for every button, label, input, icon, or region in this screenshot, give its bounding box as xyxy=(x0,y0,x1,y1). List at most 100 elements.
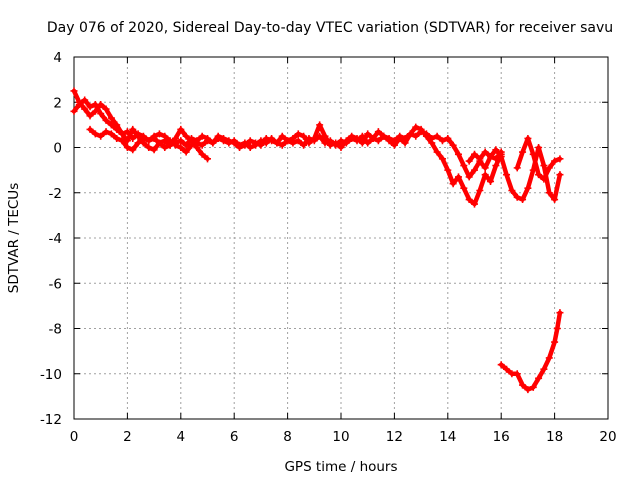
x-tick-label: 16 xyxy=(493,429,510,445)
series-track-e xyxy=(513,134,564,183)
data-point xyxy=(524,184,532,192)
data-point xyxy=(460,162,468,170)
data-point xyxy=(471,150,478,158)
x-tick-label: 4 xyxy=(177,429,186,445)
data-point xyxy=(385,137,393,145)
data-point xyxy=(177,125,185,133)
data-point xyxy=(380,132,388,140)
data-point xyxy=(321,132,329,140)
data-point xyxy=(161,144,169,151)
y-axis-label: SDTVAR / TECUs xyxy=(6,183,22,293)
data-point xyxy=(529,150,537,158)
data-point xyxy=(519,196,527,204)
data-point xyxy=(246,137,254,145)
data-point xyxy=(145,137,153,145)
data-point xyxy=(519,148,527,156)
y-tick-label: -2 xyxy=(49,186,62,202)
data-point xyxy=(278,141,286,149)
data-point xyxy=(481,164,489,172)
data-point xyxy=(102,105,110,113)
data-point xyxy=(187,141,195,149)
data-point xyxy=(513,164,521,172)
data-point xyxy=(236,144,244,151)
data-point xyxy=(294,137,302,145)
data-series xyxy=(70,87,564,394)
data-point xyxy=(123,144,131,151)
y-tick-label: -12 xyxy=(40,412,62,428)
data-point xyxy=(193,139,201,147)
data-point xyxy=(513,370,521,378)
data-point xyxy=(107,130,115,138)
data-point xyxy=(433,132,441,140)
data-point xyxy=(497,361,505,369)
data-point xyxy=(535,374,543,382)
series-track-d xyxy=(465,144,564,204)
data-point xyxy=(300,132,308,140)
data-point xyxy=(284,137,292,145)
data-point xyxy=(551,196,559,204)
data-point xyxy=(134,139,142,147)
data-point xyxy=(471,200,478,208)
data-point xyxy=(262,134,270,142)
data-point xyxy=(465,157,473,165)
data-point xyxy=(449,141,457,149)
data-point xyxy=(465,196,473,204)
data-point xyxy=(102,116,110,124)
data-point xyxy=(134,132,142,140)
data-point xyxy=(438,155,446,163)
data-point xyxy=(556,155,564,163)
data-point xyxy=(545,354,553,362)
data-point xyxy=(524,134,532,142)
data-point xyxy=(257,141,265,149)
data-point xyxy=(492,162,500,170)
data-point xyxy=(305,139,313,147)
x-tick-label: 20 xyxy=(599,429,616,445)
data-point xyxy=(118,137,126,145)
data-point xyxy=(444,134,452,142)
data-point xyxy=(246,144,254,151)
data-point xyxy=(75,98,83,106)
data-point xyxy=(86,125,94,133)
x-tick-label: 0 xyxy=(70,429,79,445)
data-point xyxy=(129,146,137,154)
data-point xyxy=(481,171,489,179)
grid xyxy=(74,57,608,419)
data-point xyxy=(204,155,211,163)
data-point xyxy=(161,132,169,140)
data-point xyxy=(300,141,308,149)
data-point xyxy=(551,157,559,165)
data-point xyxy=(209,139,217,147)
data-point xyxy=(97,110,105,118)
data-point xyxy=(177,144,185,151)
data-point xyxy=(81,96,89,104)
data-point xyxy=(428,139,436,147)
y-tick-label: 4 xyxy=(53,50,62,66)
data-point xyxy=(230,139,238,147)
data-point xyxy=(81,105,89,113)
data-point xyxy=(535,144,543,151)
data-point xyxy=(374,137,382,145)
data-point xyxy=(497,153,505,161)
x-tick-label: 8 xyxy=(283,429,292,445)
data-point xyxy=(113,134,121,142)
data-point xyxy=(214,132,222,140)
data-point xyxy=(476,155,484,163)
series-track-f xyxy=(497,309,564,394)
data-point xyxy=(556,171,564,179)
data-point xyxy=(241,141,249,149)
series-track-c xyxy=(86,121,505,208)
data-point xyxy=(107,114,115,122)
data-point xyxy=(113,121,121,129)
data-point xyxy=(503,171,511,179)
data-point xyxy=(433,148,441,156)
x-tick-label: 6 xyxy=(230,429,239,445)
data-point xyxy=(545,164,553,172)
data-point xyxy=(540,175,548,183)
x-tick-label: 10 xyxy=(332,429,349,445)
data-point xyxy=(91,130,99,138)
data-point xyxy=(332,139,340,147)
x-tick-label: 2 xyxy=(123,429,132,445)
data-point xyxy=(70,87,78,95)
data-point xyxy=(86,112,94,120)
data-point xyxy=(369,134,377,142)
